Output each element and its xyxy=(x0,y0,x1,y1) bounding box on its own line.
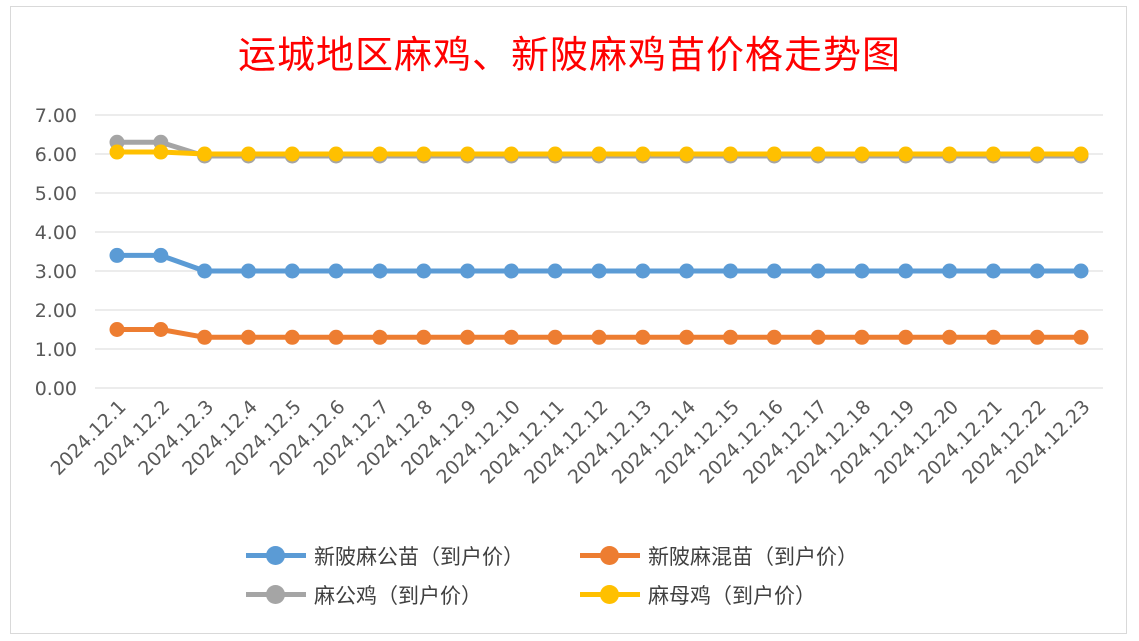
point-s1-7 xyxy=(372,263,388,279)
chart-frame xyxy=(10,6,1127,634)
point-s4-6 xyxy=(328,146,344,162)
y-tick-label-5: 5.00 xyxy=(35,183,77,205)
point-s2-19 xyxy=(898,329,914,345)
point-s1-17 xyxy=(810,263,826,279)
point-s4-21 xyxy=(985,146,1001,162)
point-s1-6 xyxy=(328,263,344,279)
y-tick-label-7: 7.00 xyxy=(35,105,77,127)
point-s2-12 xyxy=(591,329,607,345)
point-s4-3 xyxy=(197,146,213,162)
point-s1-13 xyxy=(635,263,651,279)
x-axis-tick-labels: 2024.12.12024.12.22024.12.32024.12.42024… xyxy=(47,396,1095,488)
point-s2-23 xyxy=(1073,329,1089,345)
point-s1-23 xyxy=(1073,263,1089,279)
point-s2-21 xyxy=(985,329,1001,345)
point-s2-4 xyxy=(240,329,256,345)
point-s1-21 xyxy=(985,263,1001,279)
point-s2-10 xyxy=(503,329,519,345)
point-s2-13 xyxy=(635,329,651,345)
point-s4-4 xyxy=(240,146,256,162)
point-s4-14 xyxy=(679,146,695,162)
series-points-4 xyxy=(109,144,1089,162)
y-tick-label-2: 2.00 xyxy=(35,300,77,322)
point-s4-8 xyxy=(416,146,432,162)
point-s2-14 xyxy=(679,329,695,345)
point-s1-14 xyxy=(679,263,695,279)
point-s2-11 xyxy=(547,329,563,345)
point-s4-16 xyxy=(766,146,782,162)
y-tick-label-1: 1.00 xyxy=(35,339,77,361)
point-s2-5 xyxy=(284,329,300,345)
point-s4-12 xyxy=(591,146,607,162)
point-s2-7 xyxy=(372,329,388,345)
point-s2-2 xyxy=(153,322,169,337)
point-s2-1 xyxy=(109,322,125,337)
point-s2-22 xyxy=(1029,329,1045,345)
point-s2-9 xyxy=(460,329,476,345)
point-s1-20 xyxy=(942,263,958,279)
point-s1-5 xyxy=(284,263,300,279)
y-axis-tick-labels: 0.00 1.00 2.00 3.00 4.00 5.00 6.00 7.00 xyxy=(35,105,77,400)
point-s4-2 xyxy=(153,144,169,160)
y-tick-label-4: 4.00 xyxy=(35,222,77,244)
series-points-1 xyxy=(109,247,1089,279)
point-s4-13 xyxy=(635,146,651,162)
series-points-2 xyxy=(109,322,1089,345)
point-s1-19 xyxy=(898,263,914,279)
point-s4-9 xyxy=(460,146,476,162)
point-s4-7 xyxy=(372,146,388,162)
series-points xyxy=(109,134,1089,345)
point-s2-3 xyxy=(197,329,213,345)
chart-title: 运城地区麻鸡、新陂麻鸡苗价格走势图 xyxy=(237,33,901,77)
y-tick-label-3: 3.00 xyxy=(35,261,77,283)
point-s4-10 xyxy=(503,146,519,162)
y-tick-label-0: 0.00 xyxy=(35,378,77,400)
point-s1-12 xyxy=(591,263,607,279)
point-s2-8 xyxy=(416,329,432,345)
point-s1-4 xyxy=(240,263,256,279)
point-s4-18 xyxy=(854,146,870,162)
point-s1-22 xyxy=(1029,263,1045,279)
point-s1-8 xyxy=(416,263,432,279)
point-s1-15 xyxy=(722,263,738,279)
point-s1-10 xyxy=(503,263,519,279)
point-s1-1 xyxy=(109,247,125,263)
point-s2-20 xyxy=(942,329,958,345)
series-lines xyxy=(114,139,1084,340)
point-s2-16 xyxy=(766,329,782,345)
point-s4-23 xyxy=(1073,146,1089,162)
point-s4-15 xyxy=(722,146,738,162)
point-s4-17 xyxy=(810,146,826,162)
point-s2-15 xyxy=(722,329,738,345)
point-s4-11 xyxy=(547,146,563,162)
point-s4-22 xyxy=(1029,146,1045,162)
point-s2-6 xyxy=(328,329,344,345)
point-s4-19 xyxy=(898,146,914,162)
point-s4-1 xyxy=(109,144,125,160)
y-tick-label-6: 6.00 xyxy=(35,144,77,166)
point-s1-9 xyxy=(460,263,476,279)
point-s2-17 xyxy=(810,329,826,345)
point-s1-2 xyxy=(153,247,169,263)
point-s2-18 xyxy=(854,329,870,345)
point-s4-20 xyxy=(942,146,958,162)
point-s1-3 xyxy=(197,263,213,279)
point-s1-11 xyxy=(547,263,563,279)
point-s4-5 xyxy=(284,146,300,162)
point-s1-18 xyxy=(854,263,870,279)
point-s1-16 xyxy=(766,263,782,279)
